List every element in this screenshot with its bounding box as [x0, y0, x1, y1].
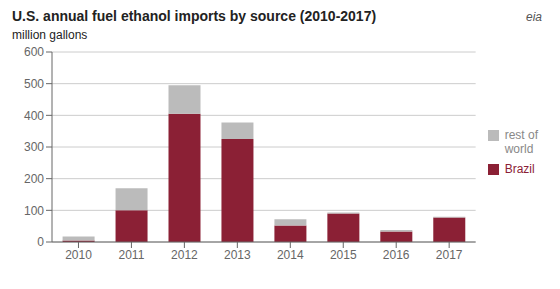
- svg-text:2017: 2017: [436, 248, 463, 262]
- html-text:eia: eia: [526, 10, 542, 24]
- svg-text:2016: 2016: [383, 248, 410, 262]
- svg-text:2014: 2014: [277, 248, 304, 262]
- svg-text:2011: 2011: [119, 248, 145, 262]
- svg-text:400: 400: [24, 109, 44, 123]
- svg-text:2012: 2012: [171, 248, 198, 262]
- html-text:U.S. annual fuel ethanol impor: U.S. annual fuel ethanol imports by sour…: [12, 8, 377, 24]
- svg-text:2015: 2015: [330, 248, 357, 262]
- svg-text:200: 200: [24, 172, 44, 186]
- svg-text:600: 600: [24, 45, 44, 59]
- svg-text:500: 500: [24, 77, 44, 91]
- svg-text:100: 100: [24, 204, 44, 218]
- html-text:million gallons: million gallons: [12, 28, 88, 42]
- svg-text:300: 300: [24, 140, 44, 154]
- svg-text:2013: 2013: [224, 248, 251, 262]
- svg-text:0: 0: [37, 235, 44, 249]
- html-text:rest of: rest of: [504, 128, 538, 142]
- html-text:Brazil: Brazil: [504, 162, 535, 176]
- html-text:world: world: [504, 142, 534, 156]
- svg-text:2010: 2010: [65, 248, 92, 262]
